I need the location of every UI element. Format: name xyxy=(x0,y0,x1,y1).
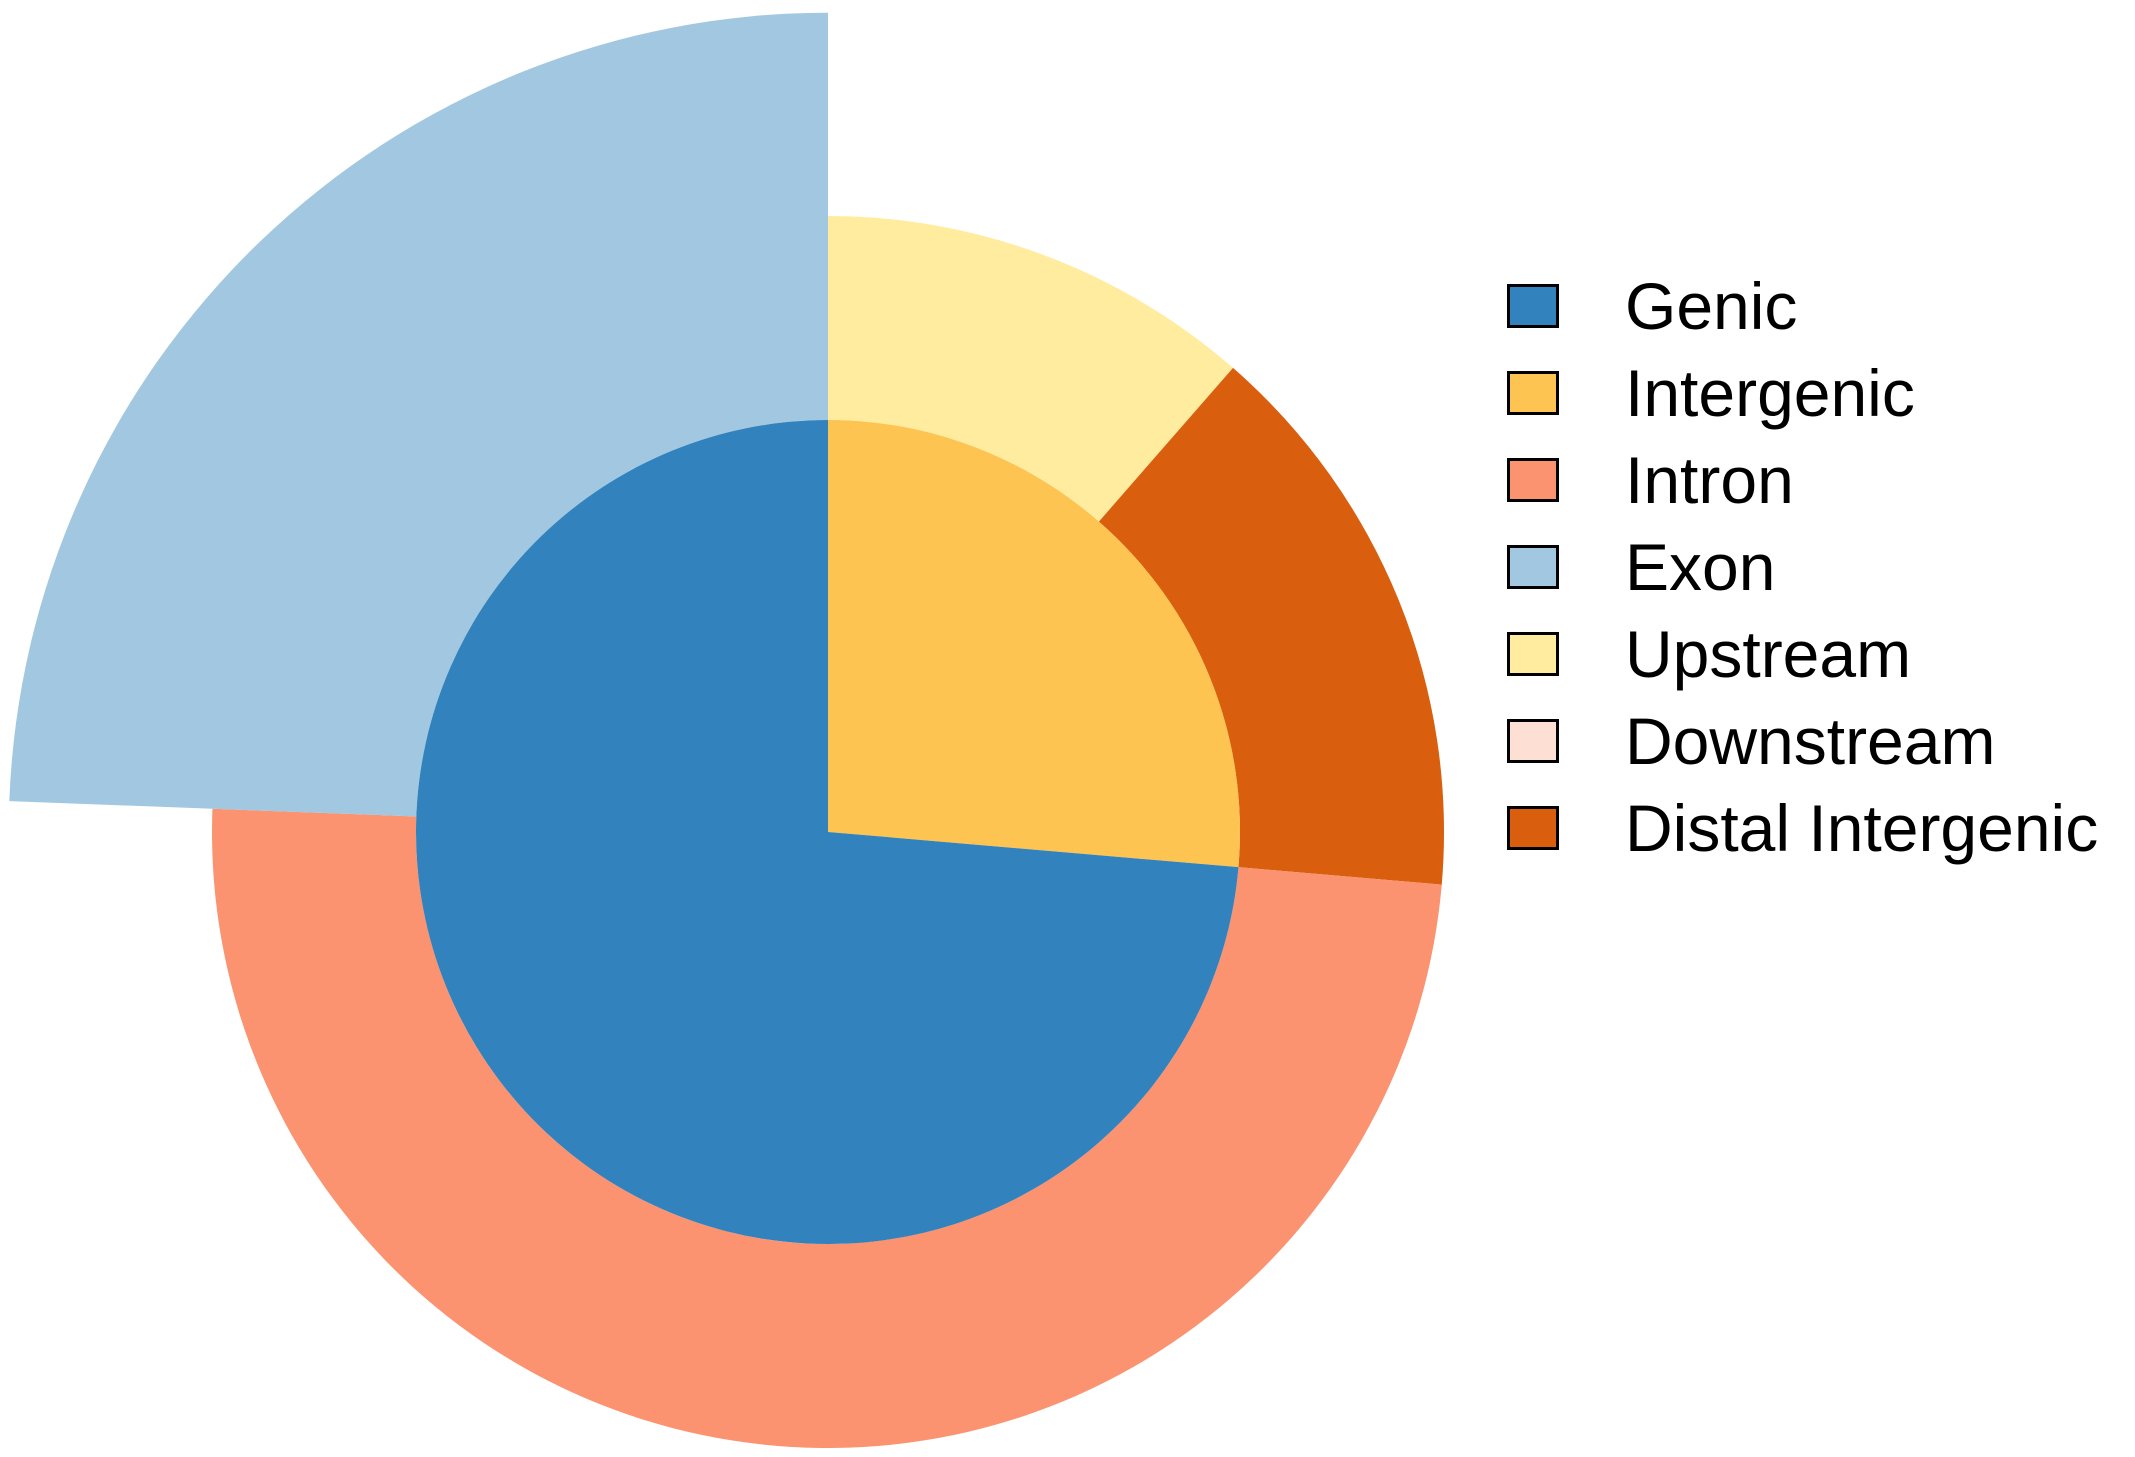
legend-label-genic: Genic xyxy=(1625,268,1798,343)
legend-swatch-exon xyxy=(1507,544,1559,589)
outer-slice-distal-intergenic xyxy=(1098,367,1444,885)
outer-ring xyxy=(9,12,1444,1448)
legend-label-intron: Intron xyxy=(1625,442,1794,517)
legend-label-downstream: Downstream xyxy=(1625,703,1996,778)
outer-slice-upstream xyxy=(828,216,1234,522)
legend-swatch-upstream xyxy=(1507,631,1559,676)
legend-label-intergenic: Intergenic xyxy=(1625,355,1915,430)
legend-swatch-distal-intergenic xyxy=(1507,805,1559,850)
outer-slice-exon xyxy=(9,12,828,817)
legend-item-exon: Exon xyxy=(1507,523,2098,610)
legend-label-upstream: Upstream xyxy=(1625,616,1912,691)
inner-slice-intergenic xyxy=(828,420,1240,868)
legend-swatch-intergenic xyxy=(1507,370,1559,415)
inner-pie xyxy=(415,420,1240,1244)
legend-item-distal-intergenic: Distal Intergenic xyxy=(1507,784,2098,871)
legend-swatch-intron xyxy=(1507,457,1559,502)
legend-item-intergenic: Intergenic xyxy=(1507,349,2098,436)
legend-swatch-downstream xyxy=(1507,718,1559,763)
legend-item-upstream: Upstream xyxy=(1507,610,2098,697)
legend-label-distal-intergenic: Distal Intergenic xyxy=(1625,790,2099,865)
legend-swatch-genic xyxy=(1507,283,1559,328)
legend-label-exon: Exon xyxy=(1625,529,1776,604)
legend: Genic Intergenic Intron Exon Upstream Do… xyxy=(1507,262,2098,871)
legend-item-intron: Intron xyxy=(1507,436,2098,523)
legend-item-genic: Genic xyxy=(1507,262,2098,349)
inner-slice-genic xyxy=(415,420,1239,1244)
legend-item-downstream: Downstream xyxy=(1507,697,2098,784)
outer-slice-intron xyxy=(212,808,1442,1448)
